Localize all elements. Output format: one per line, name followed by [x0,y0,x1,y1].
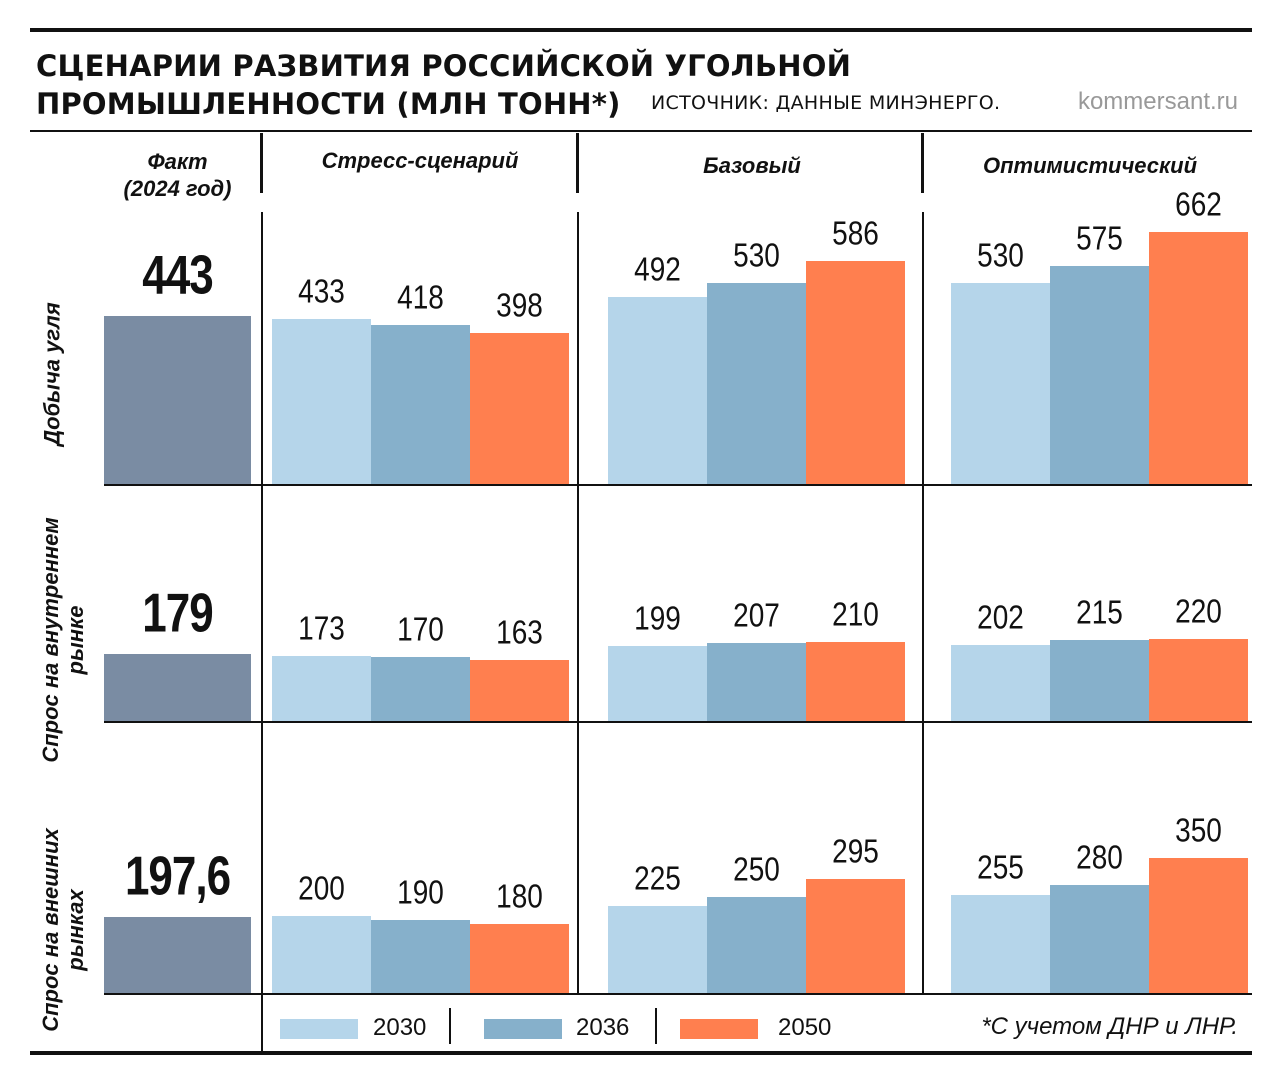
legend-label-2036: 2036 [576,1014,630,1041]
bar-external-optimistic-2036 [1050,885,1149,993]
value-label-domestic-optimistic-2036: 215 [1076,593,1123,632]
header-divider-1 [260,133,263,193]
value-label-external-stress-2030: 200 [298,869,345,907]
bar-production-optimistic-2050 [1149,232,1248,484]
title-line-1: СЦЕНАРИИ РАЗВИТИЯ РОССИЙСКОЙ УГОЛЬНОЙ [36,49,852,83]
bar-domestic-stress-2030 [272,656,371,721]
bar-production-base-2030 [608,297,707,484]
row-label-external-line2: рынках [63,889,88,971]
bar-external-stress-2050 [470,923,569,993]
row-divider-2 [104,721,1252,723]
value-label-production-stress-2050: 398 [496,286,543,324]
bar-production-optimistic-2030 [951,282,1050,484]
bar-production-stress-2050 [470,332,569,484]
value-label-external-stress-2050: 180 [496,877,543,915]
bar-domestic-stress-2050 [470,659,569,721]
value-label-domestic-stress-2030: 173 [298,609,345,647]
bar-domestic-base-2030 [608,646,707,721]
bar-domestic-optimistic-2030 [951,645,1050,721]
bar-external-base-2030 [608,906,707,993]
value-label-production-stress-2036: 418 [397,278,444,316]
value-label-external-optimistic-2030: 255 [977,848,1024,886]
row-divider-1 [104,484,1252,486]
column-fact-line2: (2024 год) [123,176,232,201]
row-label-external-line1: Спрос на внешних [38,828,63,1032]
value-label-external-optimistic-2050: 350 [1175,811,1222,850]
legend-swatch-2050 [680,1019,758,1039]
column-base-head: Базовый [703,153,801,178]
value-label-domestic-base-2030: 199 [634,599,681,638]
bottom-rule [30,1051,1252,1055]
value-label-production-optimistic-2030: 530 [977,236,1024,274]
value-label-production-stress-2030: 433 [298,273,345,311]
value-label-external-optimistic-2036: 280 [1076,838,1123,876]
bar-production-base-2050 [806,261,905,484]
bar-production-stress-2036 [371,325,470,484]
legend-label-2050: 2050 [778,1014,832,1041]
bar-domestic-optimistic-2050 [1149,638,1248,721]
bar-domestic-base-2036 [707,643,806,721]
value-label-production-optimistic-2050: 662 [1175,186,1222,224]
legend-label-2030: 2030 [373,1014,427,1041]
top-rule [30,28,1252,32]
row-label-production: Добыча угля [40,302,65,446]
value-label-domestic-stress-2050: 163 [496,613,543,651]
value-label-production-base-2050: 586 [832,214,879,253]
value-label-external-base-2050: 295 [832,833,879,871]
value-label-domestic-stress-2036: 170 [397,610,444,649]
value-label-external-stress-2036: 190 [397,873,444,911]
bar-production-stress-2030 [272,319,371,484]
value-label-production-optimistic-2036: 575 [1076,219,1123,257]
bar-external-base-2036 [707,896,806,993]
fact-bar-production [104,315,251,484]
bar-domestic-optimistic-2036 [1050,640,1149,721]
bar-external-optimistic-2050 [1149,858,1248,993]
value-label-domestic-optimistic-2050: 220 [1175,592,1222,630]
column-fact-head: Факт (2024 год) [100,148,255,202]
column-optimistic-head: Оптимистический [982,153,1198,178]
value-label-external-base-2030: 225 [634,859,681,898]
bar-external-stress-2030 [272,916,371,993]
value-label-production-base-2030: 492 [634,250,681,288]
grid-divider-3 [922,212,924,994]
value-label-external-base-2036: 250 [733,850,780,888]
column-fact-line1: Факт [147,149,208,174]
legend-swatch-2036 [484,1019,562,1039]
row-label-domestic-line2: рынке [63,605,88,675]
fact-value-external: 197,6 [124,845,231,907]
source-note: ИСТОЧНИК: ДАННЫЕ МИНЭНЕРГО. [651,92,1001,114]
value-label-domestic-base-2036: 207 [733,596,780,635]
grid-divider-2 [577,212,579,994]
row-label-production-text: Добыча угля [39,302,65,446]
header-divider-3 [921,133,924,193]
fact-bar-external [104,916,251,993]
bar-domestic-base-2050 [806,642,905,721]
row-divider-3 [104,993,1252,995]
brand-logo-text: kommersant.ru [1077,88,1238,115]
title-line-2: ПРОМЫШЛЕННОСТИ (МЛН ТОНН*) [36,87,621,121]
fact-value-domestic: 179 [142,582,213,644]
fact-value-production: 443 [142,244,213,306]
bar-production-base-2036 [707,282,806,484]
bar-external-base-2050 [806,879,905,993]
grid-divider-1 [261,212,263,1052]
header-rule [30,130,1252,132]
bar-external-optimistic-2030 [951,894,1050,993]
value-label-domestic-base-2050: 210 [832,595,879,634]
header-divider-2 [576,133,579,193]
legend-separator-1 [449,1008,451,1044]
row-label-domestic: Спрос на внутреннем рынке [38,517,88,762]
fact-bar-domestic [104,653,251,721]
row-label-external: Спрос на внешних рынках [38,828,88,1032]
value-label-domestic-optimistic-2030: 202 [977,598,1024,637]
legend-swatch-2030 [280,1019,358,1039]
bar-domestic-stress-2036 [371,657,470,721]
column-stress-head: Стресс-сценарий [321,148,519,173]
value-label-production-base-2036: 530 [733,236,780,274]
bar-external-stress-2036 [371,919,470,993]
footnote: *С учетом ДНР и ЛНР. [981,1013,1238,1040]
bar-production-optimistic-2036 [1050,265,1149,484]
legend-separator-2 [655,1008,657,1044]
row-label-domestic-line1: Спрос на внутреннем [38,517,63,763]
